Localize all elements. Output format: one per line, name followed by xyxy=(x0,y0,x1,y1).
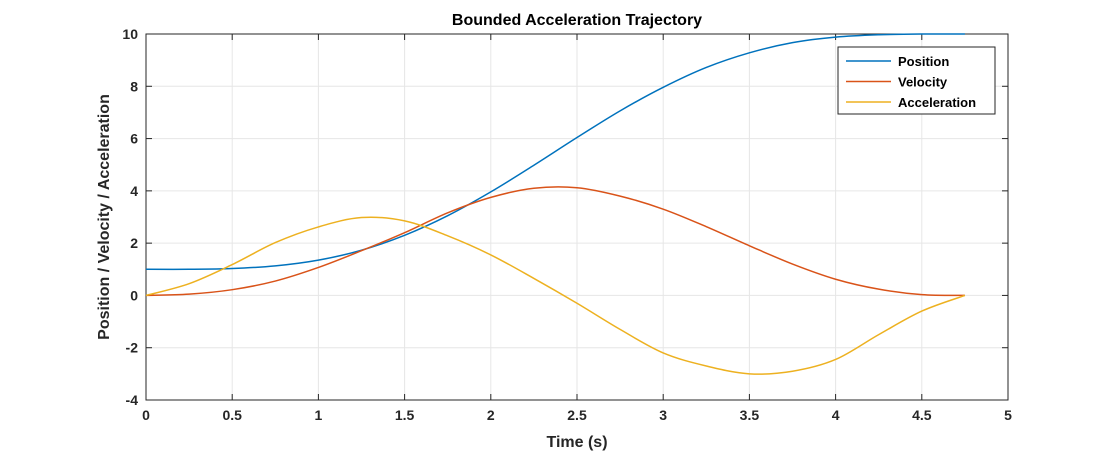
x-tick-label: 1 xyxy=(315,407,323,423)
x-tick-label: 4 xyxy=(832,407,840,423)
series-line-acceleration xyxy=(145,216,966,375)
legend: Position Velocity Acceleration xyxy=(837,46,996,115)
y-tick-label: 2 xyxy=(130,235,138,251)
legend-label-velocity: Velocity xyxy=(898,75,948,90)
x-tick-label: 1.5 xyxy=(395,407,415,423)
y-axis-label: Position / Velocity / Acceleration xyxy=(96,94,113,340)
y-tick-label: 6 xyxy=(130,131,138,147)
x-axis-label: Time (s) xyxy=(546,434,607,451)
legend-label-position: Position xyxy=(898,54,949,69)
y-tick-label: 4 xyxy=(130,183,138,199)
x-tick-label: 0 xyxy=(142,407,150,423)
y-tick-label: 8 xyxy=(130,78,138,94)
ticks-layer: 0 0.5 1 1.5 2 2.5 3 3.5 4 4.5 5 -4 -2 0 2 4 6 8 10 xyxy=(122,26,1012,423)
x-tick-label: 2.5 xyxy=(567,407,587,423)
x-tick-label: 5 xyxy=(1004,407,1012,423)
y-tick-label: 0 xyxy=(130,287,138,303)
series-line-position xyxy=(145,33,965,271)
series-line-velocity xyxy=(145,186,965,297)
series-layer xyxy=(145,33,966,375)
x-tick-label: 2 xyxy=(487,407,495,423)
y-tick-label: 10 xyxy=(122,26,138,42)
x-tick-label: 4.5 xyxy=(912,407,932,423)
chart-title: Bounded Acceleration Trajectory xyxy=(452,12,702,29)
y-tick-label: -2 xyxy=(126,340,139,356)
x-tick-label: 0.5 xyxy=(222,407,242,423)
y-tick-label: -4 xyxy=(126,392,139,408)
legend-box xyxy=(837,46,996,115)
x-tick-label: 3 xyxy=(659,407,667,423)
legend-label-acceleration: Acceleration xyxy=(898,95,976,110)
x-tick-label: 3.5 xyxy=(740,407,760,423)
